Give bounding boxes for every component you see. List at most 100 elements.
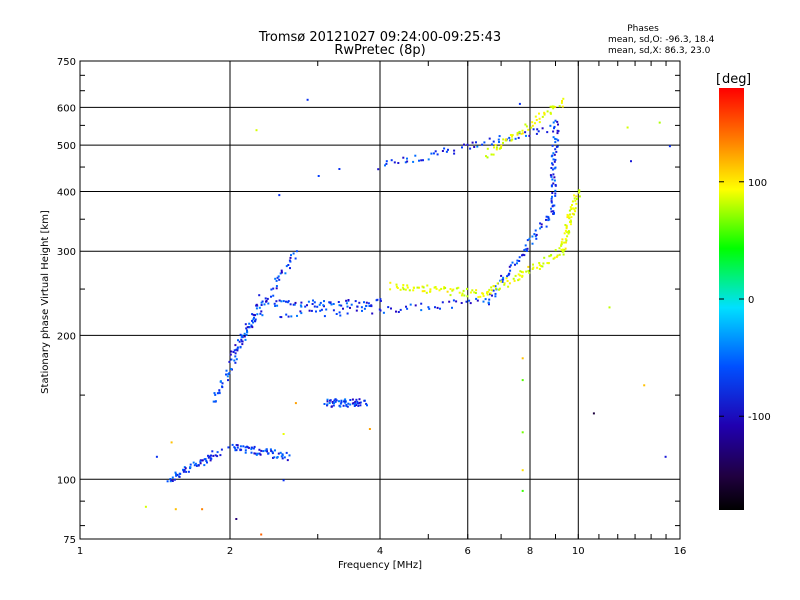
- data-point-o: [270, 295, 272, 298]
- data-point-x: [500, 144, 503, 147]
- data-point-x: [517, 273, 520, 276]
- data-point-x: [538, 121, 541, 124]
- data-point-o: [294, 301, 297, 304]
- data-point-o: [285, 300, 287, 303]
- data-point-o: [258, 294, 261, 297]
- data-point-o: [250, 448, 253, 451]
- data-point-o: [231, 443, 234, 446]
- data-point-o: [256, 313, 259, 316]
- data-point-o: [280, 316, 283, 319]
- data-point-x: [531, 124, 534, 127]
- data-point-x: [458, 291, 461, 294]
- data-point-o: [245, 327, 248, 330]
- data-point-o: [173, 478, 176, 481]
- chart-title: Tromsø 20121027 09:24:00-09:25:43: [258, 30, 501, 45]
- data-point-o: [494, 285, 497, 288]
- data-point-o: [267, 452, 270, 455]
- data-point-o: [199, 459, 202, 462]
- x-tick-label: 8: [527, 546, 533, 557]
- data-point-o: [194, 462, 197, 465]
- data-point-o: [316, 305, 319, 308]
- data-point-o: [387, 306, 390, 309]
- data-point-x: [562, 253, 565, 256]
- data-point-x: [568, 231, 571, 234]
- data-point-o: [494, 292, 497, 295]
- data-point-o: [557, 139, 560, 142]
- data-point-o: [300, 305, 303, 308]
- data-point-o: [498, 135, 501, 138]
- data-point-o: [312, 299, 314, 302]
- data-point-o: [509, 269, 512, 272]
- data-point-o: [271, 450, 274, 453]
- data-point-o: [525, 249, 528, 252]
- data-point-o: [492, 289, 495, 292]
- data-point-o: [332, 309, 335, 312]
- data-point-x: [495, 148, 498, 151]
- data-point-o: [322, 304, 325, 307]
- data-point-o: [344, 401, 347, 404]
- data-point-o: [516, 259, 519, 262]
- scatter-point: [235, 518, 238, 520]
- data-point-o: [235, 358, 238, 361]
- data-point-x: [532, 263, 534, 266]
- data-point-o: [216, 455, 219, 458]
- data-point-x: [505, 277, 508, 280]
- data-point-o: [475, 141, 477, 144]
- data-point-o: [333, 402, 336, 405]
- data-point-o: [229, 353, 232, 356]
- data-point-o: [203, 464, 206, 467]
- data-point-o: [554, 141, 557, 144]
- data-point-o: [406, 157, 408, 160]
- data-point-o: [261, 300, 264, 303]
- data-point-x: [492, 153, 495, 156]
- data-point-x: [406, 284, 409, 287]
- data-point-o: [556, 120, 559, 123]
- data-point-x: [511, 134, 514, 137]
- scatter-point: [521, 379, 524, 382]
- data-point-x: [509, 134, 512, 136]
- data-point-o: [270, 450, 273, 452]
- data-point-o: [420, 309, 423, 312]
- data-point-o: [285, 265, 288, 268]
- data-point-o: [221, 386, 224, 389]
- y-tick-label: 600: [57, 103, 76, 114]
- data-point-o: [266, 297, 269, 300]
- data-point-o: [551, 178, 554, 181]
- data-point-x: [554, 106, 557, 108]
- data-point-o: [254, 318, 257, 321]
- data-point-o: [233, 349, 236, 352]
- data-point-o: [211, 450, 214, 453]
- data-point-o: [241, 343, 244, 346]
- data-point-o: [258, 452, 261, 455]
- data-point-o: [420, 302, 423, 305]
- data-point-o: [524, 248, 527, 251]
- data-point-o: [379, 300, 382, 302]
- data-point-o: [483, 141, 486, 144]
- data-point-o: [508, 136, 511, 139]
- data-point-o: [175, 474, 178, 477]
- data-point-o: [315, 310, 317, 313]
- data-point-o: [549, 124, 552, 127]
- scatter-point: [155, 455, 158, 458]
- scatter-point: [144, 505, 147, 508]
- data-point-x: [418, 286, 420, 289]
- data-point-o: [550, 167, 553, 169]
- data-point-x: [565, 226, 568, 228]
- data-point-x: [462, 289, 465, 292]
- scatter-point: [521, 469, 524, 472]
- data-point-x: [479, 295, 482, 298]
- data-point-o: [554, 189, 557, 192]
- data-point-o: [335, 313, 338, 315]
- data-point-o: [246, 331, 249, 334]
- data-point-x: [543, 112, 546, 115]
- data-point-o: [252, 318, 255, 321]
- y-axis-label: Stationary phase Virtual Height [km]: [40, 210, 51, 394]
- data-point-x: [512, 277, 515, 280]
- data-point-x: [429, 288, 432, 291]
- data-point-o: [326, 400, 329, 403]
- data-point-o: [287, 264, 290, 266]
- data-point-o: [282, 300, 285, 303]
- data-point-x: [502, 141, 504, 144]
- data-point-o: [171, 476, 174, 479]
- data-point-o: [292, 303, 295, 306]
